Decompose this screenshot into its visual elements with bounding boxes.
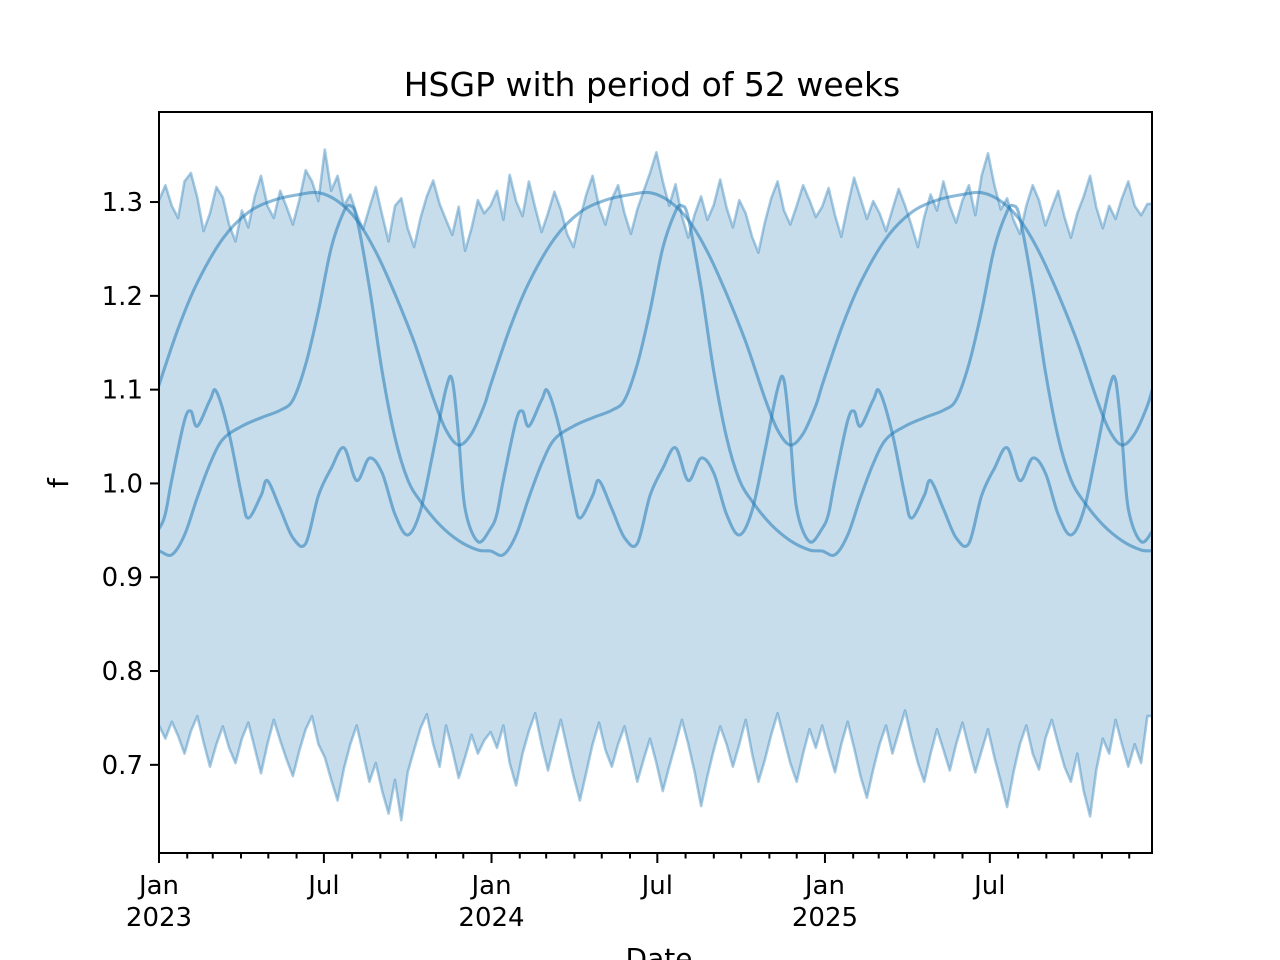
y-tick-label: 1.1 bbox=[102, 376, 143, 406]
chart-title: HSGP with period of 52 weeks bbox=[404, 65, 901, 104]
sample-wiggly-curve bbox=[159, 374, 1152, 548]
x-axis-label: Date bbox=[626, 942, 693, 960]
y-tick-label: 0.9 bbox=[102, 563, 143, 593]
x-tick-label-year: 2025 bbox=[792, 903, 858, 933]
plot-border bbox=[158, 111, 1153, 854]
y-tick-label: 1.0 bbox=[102, 469, 143, 499]
x-tick-label-year: 2024 bbox=[458, 903, 524, 933]
sample-curves-group bbox=[159, 190, 1152, 557]
band-upper-edge bbox=[159, 148, 1152, 254]
band-lower-edge bbox=[159, 709, 1152, 822]
x-tick-label: Jan bbox=[803, 871, 845, 901]
x-tick-label: Jan bbox=[469, 871, 511, 901]
y-tick-label: 1.2 bbox=[102, 282, 143, 312]
y-tick-label: 1.3 bbox=[102, 188, 143, 218]
x-tick-label: Jul bbox=[640, 871, 673, 901]
sample-sharp-july-peak-curve bbox=[159, 203, 1152, 557]
sample-broad-june-peak-curve bbox=[159, 190, 1152, 447]
x-tick-label-year: 2023 bbox=[126, 903, 192, 933]
y-tick-label: 0.8 bbox=[102, 657, 143, 687]
y-tick-label: 0.7 bbox=[102, 751, 143, 781]
x-tick-label: Jul bbox=[972, 871, 1005, 901]
x-tick-label: Jan bbox=[137, 871, 179, 901]
y-axis-label: f bbox=[42, 477, 75, 488]
y-axis: 0.7 0.8 0.9 1.0 1.1 1.2 1.3 bbox=[102, 188, 159, 781]
x-tick-label: Jul bbox=[306, 871, 339, 901]
